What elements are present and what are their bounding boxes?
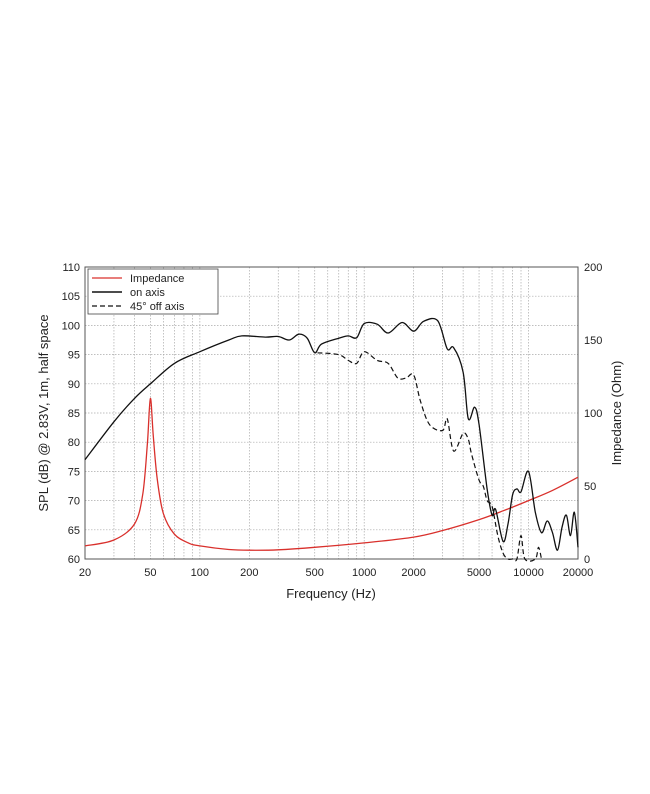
x-tick-label: 20 — [79, 567, 91, 579]
x-tick-label: 5000 — [467, 567, 491, 579]
y2-tick-label: 150 — [584, 335, 602, 347]
x-tick-label: 10000 — [513, 567, 544, 579]
y-tick-label: 75 — [68, 466, 80, 478]
y2-tick-label: 200 — [584, 262, 602, 274]
x-axis-label: Frequency (Hz) — [286, 586, 376, 601]
legend-label-off-axis: 45° off axis — [130, 301, 185, 313]
legend-label-on-axis: on axis — [130, 287, 165, 299]
y-tick-label: 60 — [68, 554, 80, 566]
x-tick-label: 500 — [306, 567, 324, 579]
y-tick-label: 70 — [68, 496, 80, 508]
y2-tick-label: 0 — [584, 554, 590, 566]
y-tick-label: 65 — [68, 525, 80, 537]
x-tick-label: 200 — [240, 567, 258, 579]
y-tick-label: 105 — [62, 291, 80, 303]
legend: Impedance on axis 45° off axis — [87, 268, 219, 315]
x-tick-label: 20000 — [563, 567, 594, 579]
x-tick-label: 2000 — [401, 567, 425, 579]
plot-frame — [84, 266, 579, 560]
y-tick-label: 85 — [68, 408, 80, 420]
series-line-impedance — [84, 397, 579, 551]
y2-tick-label: 100 — [584, 408, 602, 420]
x-tick-label: 1000 — [352, 567, 376, 579]
series-line-45-off-axis — [317, 351, 543, 562]
y2-tick-label: 50 — [584, 481, 596, 493]
x-tick-label: 100 — [191, 567, 209, 579]
y-tick-label: 100 — [62, 320, 80, 332]
y-axis-label: SPL (dB) @ 2.83V, 1m, half space — [36, 314, 51, 511]
y-tick-label: 110 — [62, 262, 80, 274]
y-tick-label: 80 — [68, 437, 80, 449]
y-tick-label: 90 — [68, 379, 80, 391]
series-line-on-axis — [84, 317, 579, 551]
y-tick-label: 95 — [68, 350, 80, 362]
legend-label-impedance: Impedance — [130, 273, 184, 285]
tick-labels: 60 65 70 75 80 85 90 95 100 105 110 0 50 100 150 200 20 5… — [62, 262, 603, 579]
y2-axis-label: Impedance (Ohm) — [609, 361, 624, 466]
series-group — [84, 317, 579, 562]
x-tick-label: 50 — [144, 567, 156, 579]
